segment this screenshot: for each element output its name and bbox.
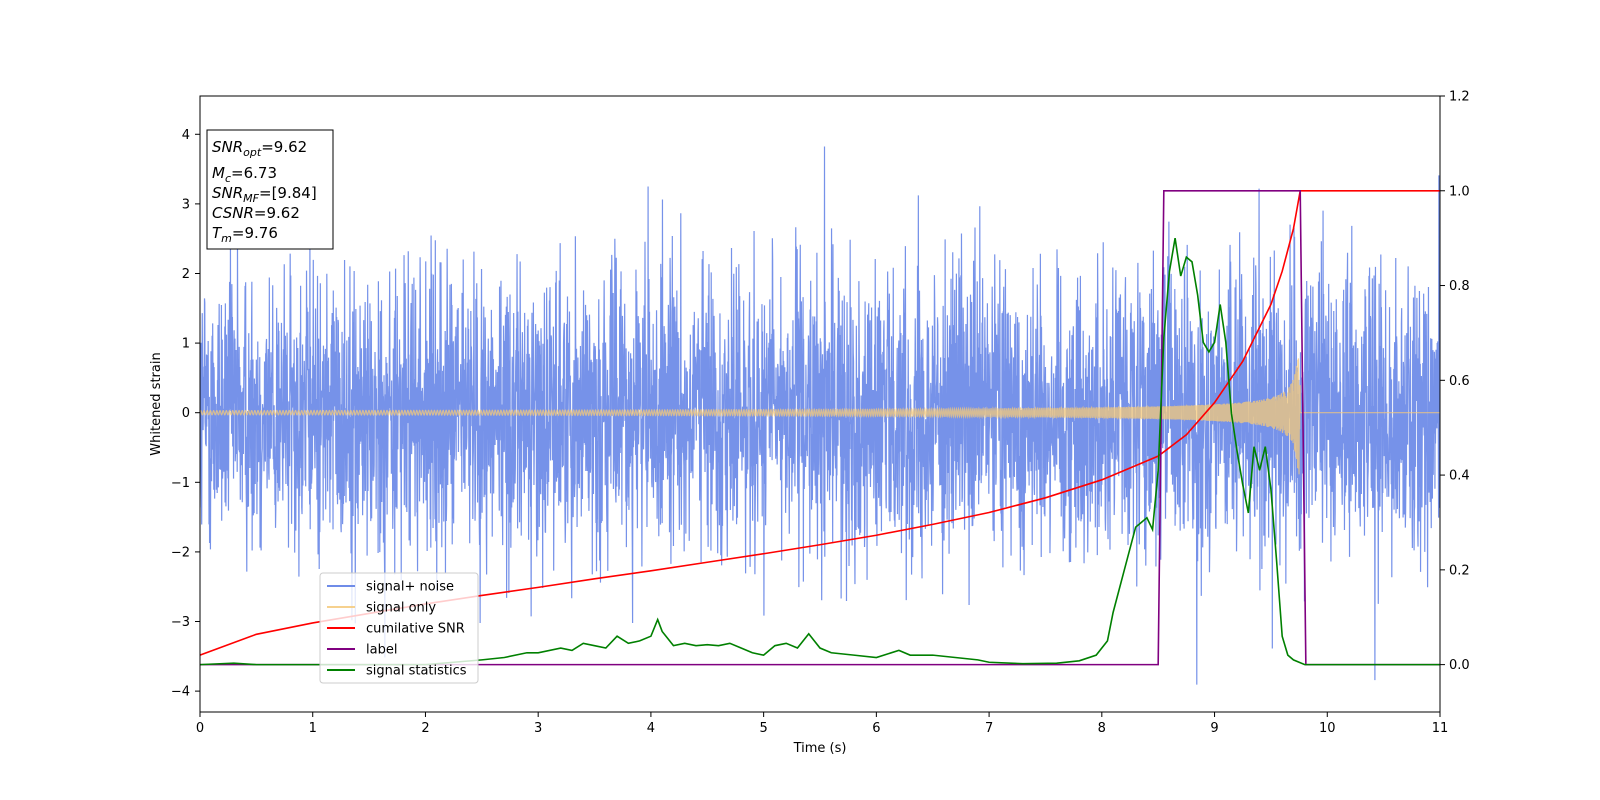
annotation-frame bbox=[206, 129, 334, 250]
annotation-line: Mc=6.73 bbox=[212, 164, 277, 185]
x-axis: 0 1 2 3 4 5 6 7 8 9 10 11 bbox=[196, 712, 1448, 736]
y-axis-right: 0.0 0.2 0.4 0.6 0.8 1.0 1.2 bbox=[1440, 90, 1470, 673]
x-tick-label: 5 bbox=[759, 721, 767, 736]
annotation-line: SNRMF=[9.84] bbox=[212, 184, 317, 205]
y-tick-label: 1 bbox=[182, 337, 190, 352]
series-signal-statistics-line bbox=[200, 238, 1440, 666]
legend-label: signal statistics bbox=[366, 664, 467, 679]
x-tick-label: 3 bbox=[534, 721, 542, 736]
x-tick-label: 4 bbox=[647, 721, 655, 736]
annotation-line: SNRopt=9.62 bbox=[212, 138, 307, 159]
x-tick-label: 10 bbox=[1319, 721, 1336, 736]
annotation-line: CSNR=9.62 bbox=[212, 204, 300, 222]
y-tick-label: −2 bbox=[171, 545, 190, 560]
y2-tick-label: 1.0 bbox=[1449, 184, 1470, 199]
annotation-line: Tm=9.76 bbox=[212, 224, 278, 245]
plot-frame bbox=[199, 95, 1441, 713]
x-tick-label: 0 bbox=[196, 721, 204, 736]
legend-label: signal only bbox=[366, 601, 436, 616]
y2-tick-label: 0.2 bbox=[1449, 563, 1470, 578]
x-tick-label: 9 bbox=[1210, 721, 1218, 736]
legend-label: cumilative SNR bbox=[366, 622, 465, 637]
x-tick-label: 8 bbox=[1098, 721, 1106, 736]
y2-tick-label: 1.2 bbox=[1449, 90, 1470, 105]
y-axis-left: −4 −3 −2 −1 0 1 2 3 4 bbox=[171, 128, 200, 700]
y-tick-label: −3 bbox=[171, 615, 190, 630]
y-tick-label: 0 bbox=[182, 406, 190, 421]
x-tick-label: 7 bbox=[985, 721, 993, 736]
y2-tick-label: 0.0 bbox=[1449, 658, 1470, 673]
x-axis-label: Time (s) bbox=[793, 741, 847, 756]
y2-tick-label: 0.8 bbox=[1449, 279, 1470, 294]
y-tick-label: 4 bbox=[182, 128, 190, 143]
y2-tick-label: 0.6 bbox=[1449, 374, 1470, 389]
y-tick-label: −1 bbox=[171, 476, 190, 491]
x-tick-label: 1 bbox=[309, 721, 317, 736]
x-tick-label: 2 bbox=[421, 721, 429, 736]
series-signal-only-line bbox=[200, 358, 1440, 475]
legend: signal+ noise signal only cumilative SNR la… bbox=[319, 572, 479, 684]
y2-tick-label: 0.4 bbox=[1449, 469, 1470, 484]
y-axis-label: Whitened strain bbox=[149, 352, 164, 455]
x-tick-label: 6 bbox=[872, 721, 880, 736]
y-tick-label: 2 bbox=[182, 267, 190, 282]
x-tick-label: 11 bbox=[1432, 721, 1449, 736]
legend-frame bbox=[319, 572, 479, 684]
legend-label: label bbox=[366, 643, 397, 658]
legend-label: signal+ noise bbox=[366, 580, 454, 595]
y-tick-label: −4 bbox=[171, 685, 190, 700]
y-tick-label: 3 bbox=[182, 197, 190, 212]
